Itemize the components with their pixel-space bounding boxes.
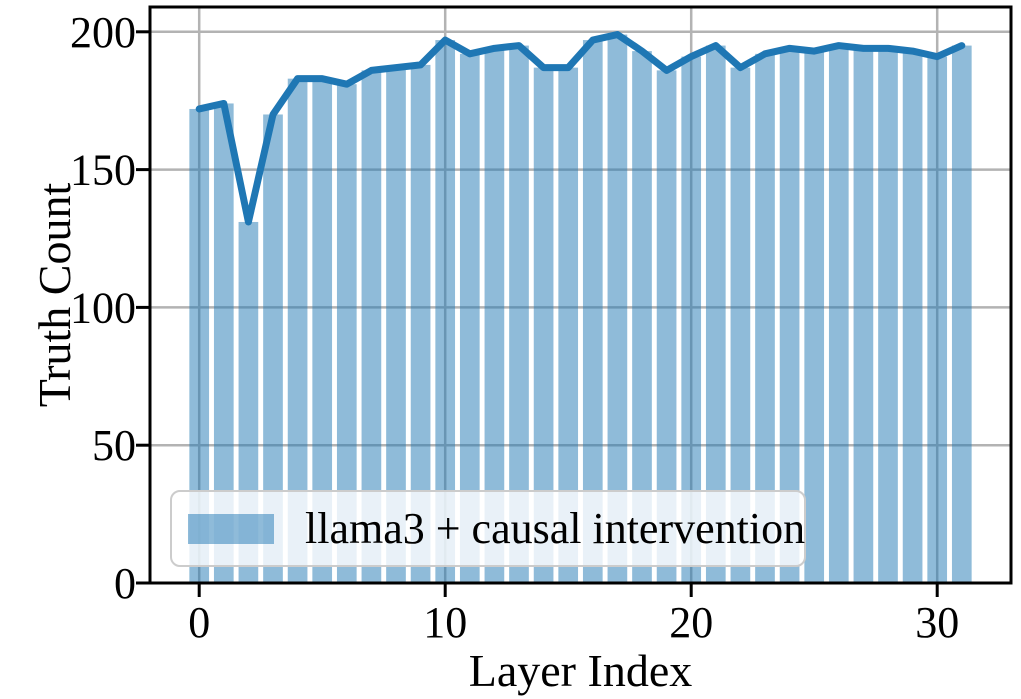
bar bbox=[484, 48, 505, 583]
bar bbox=[533, 67, 554, 583]
bar bbox=[336, 84, 357, 583]
legend: llama3 + causal intervention bbox=[170, 490, 806, 567]
bar bbox=[755, 53, 775, 583]
bar bbox=[263, 114, 283, 584]
bar bbox=[287, 78, 308, 583]
bar bbox=[509, 45, 529, 583]
bar bbox=[730, 67, 751, 583]
bar bbox=[607, 34, 628, 583]
y-tick-label: 200 bbox=[70, 8, 136, 57]
bar bbox=[804, 51, 825, 583]
x-tick-label: 10 bbox=[423, 598, 467, 647]
x-axis-label: Layer Index bbox=[468, 645, 693, 696]
bar bbox=[361, 70, 382, 583]
bar bbox=[312, 78, 333, 583]
bar bbox=[386, 67, 406, 583]
bar bbox=[189, 108, 210, 584]
plot-border bbox=[148, 5, 1013, 585]
bar bbox=[459, 53, 480, 583]
x-tick-label: 30 bbox=[915, 598, 959, 647]
bar bbox=[656, 70, 677, 583]
legend-swatch bbox=[188, 513, 274, 544]
bar bbox=[558, 67, 579, 583]
bar bbox=[681, 56, 702, 583]
y-axis-label: Truth Count bbox=[29, 182, 80, 408]
bar bbox=[878, 48, 898, 583]
bar bbox=[828, 45, 849, 583]
x-tick-label: 20 bbox=[669, 598, 713, 647]
bar bbox=[582, 40, 603, 583]
y-tick-label: 100 bbox=[70, 283, 136, 332]
bar bbox=[705, 45, 726, 583]
x-tick-label: 0 bbox=[188, 598, 210, 647]
bar bbox=[779, 48, 800, 583]
bar bbox=[410, 64, 431, 583]
bar bbox=[435, 40, 456, 583]
y-tick-label: 0 bbox=[114, 559, 136, 608]
legend-label: llama3 + causal intervention bbox=[305, 504, 806, 553]
trend-line bbox=[195, 31, 966, 226]
y-tick-label: 150 bbox=[70, 146, 136, 195]
bar bbox=[951, 45, 972, 583]
bar bbox=[927, 56, 948, 583]
bar bbox=[213, 103, 234, 584]
bar bbox=[853, 48, 874, 583]
bar bbox=[902, 51, 923, 583]
y-tick-label: 50 bbox=[92, 421, 136, 470]
bar bbox=[632, 51, 652, 583]
